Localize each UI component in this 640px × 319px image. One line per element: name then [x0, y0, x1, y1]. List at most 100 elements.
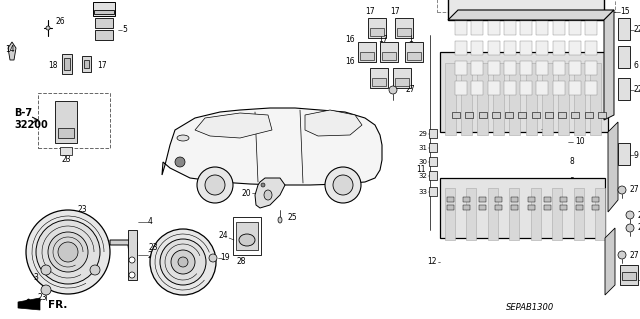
Bar [520, 21, 532, 35]
Circle shape [175, 157, 185, 167]
Text: 27: 27 [630, 186, 639, 195]
Bar [463, 197, 470, 202]
Bar [393, 68, 411, 88]
Circle shape [618, 186, 626, 194]
Bar [233, 217, 261, 255]
Circle shape [618, 251, 626, 259]
Circle shape [26, 210, 110, 294]
Text: 17: 17 [365, 8, 375, 17]
Text: 21: 21 [637, 224, 640, 233]
Bar [360, 52, 374, 60]
Bar [552, 81, 564, 95]
Bar [569, 61, 580, 75]
Circle shape [389, 86, 397, 94]
Circle shape [626, 211, 634, 219]
Circle shape [160, 239, 206, 285]
Bar [543, 197, 550, 202]
Bar [380, 42, 398, 62]
Bar [395, 78, 409, 86]
Polygon shape [195, 113, 272, 138]
Bar [509, 188, 519, 240]
Circle shape [129, 257, 135, 263]
Text: 29: 29 [418, 131, 427, 137]
Ellipse shape [278, 217, 282, 223]
Bar [38, 93, 110, 148]
Ellipse shape [239, 234, 255, 246]
Text: 17: 17 [97, 61, 107, 70]
Bar [461, 63, 472, 135]
Text: FR.: FR. [48, 300, 67, 310]
Circle shape [178, 257, 188, 267]
Bar [437, 0, 615, 12]
Bar [455, 21, 467, 35]
Bar [128, 230, 137, 280]
Circle shape [129, 272, 135, 278]
Bar [455, 81, 467, 95]
Circle shape [205, 175, 225, 195]
Text: 15: 15 [620, 8, 630, 17]
Bar [585, 41, 597, 55]
Bar [60, 147, 72, 155]
Bar [452, 112, 460, 118]
Text: 3: 3 [33, 273, 38, 283]
Bar [569, 41, 580, 55]
Bar [479, 197, 486, 202]
Bar [479, 205, 486, 210]
Text: 18: 18 [49, 61, 58, 70]
Text: 23: 23 [78, 205, 88, 214]
Bar [82, 56, 91, 72]
Bar [488, 21, 499, 35]
Bar [62, 54, 72, 74]
Bar [492, 112, 500, 118]
Bar [520, 61, 532, 75]
Circle shape [36, 220, 100, 284]
Bar [585, 61, 597, 75]
Text: 21: 21 [637, 211, 640, 219]
Bar [585, 112, 593, 118]
Bar [552, 188, 562, 240]
Bar [440, 52, 608, 132]
Text: SEPAB1300: SEPAB1300 [506, 303, 554, 313]
Bar [471, 61, 483, 75]
Bar [236, 222, 258, 250]
Bar [488, 41, 499, 55]
Bar [576, 197, 583, 202]
Bar [560, 205, 567, 210]
Text: 7: 7 [540, 129, 545, 137]
Bar [520, 41, 532, 55]
Bar [504, 21, 516, 35]
Bar [536, 41, 548, 55]
Text: 19: 19 [220, 254, 230, 263]
Bar [95, 18, 113, 28]
Bar [511, 197, 518, 202]
Bar [560, 197, 567, 202]
Circle shape [41, 265, 51, 275]
Bar [372, 78, 386, 86]
Ellipse shape [46, 26, 50, 30]
Polygon shape [255, 178, 285, 208]
Bar [545, 112, 553, 118]
Bar [531, 188, 541, 240]
Bar [569, 81, 580, 95]
Text: B-7: B-7 [14, 108, 32, 118]
Text: 33: 33 [418, 189, 427, 195]
Bar [429, 129, 437, 138]
Ellipse shape [177, 135, 189, 141]
Bar [429, 143, 437, 152]
Polygon shape [305, 110, 362, 136]
Bar [504, 61, 516, 75]
Bar [511, 205, 518, 210]
Text: 6: 6 [633, 61, 638, 70]
Bar [407, 52, 421, 60]
Text: 12: 12 [428, 257, 437, 266]
Bar [520, 81, 532, 95]
Bar [527, 197, 534, 202]
Text: 23: 23 [61, 155, 71, 165]
Text: 26: 26 [55, 18, 65, 26]
Bar [618, 78, 630, 100]
Bar [93, 2, 115, 16]
Bar [445, 63, 456, 135]
Text: 8: 8 [570, 177, 575, 187]
Text: 23: 23 [148, 242, 158, 251]
Bar [527, 205, 534, 210]
